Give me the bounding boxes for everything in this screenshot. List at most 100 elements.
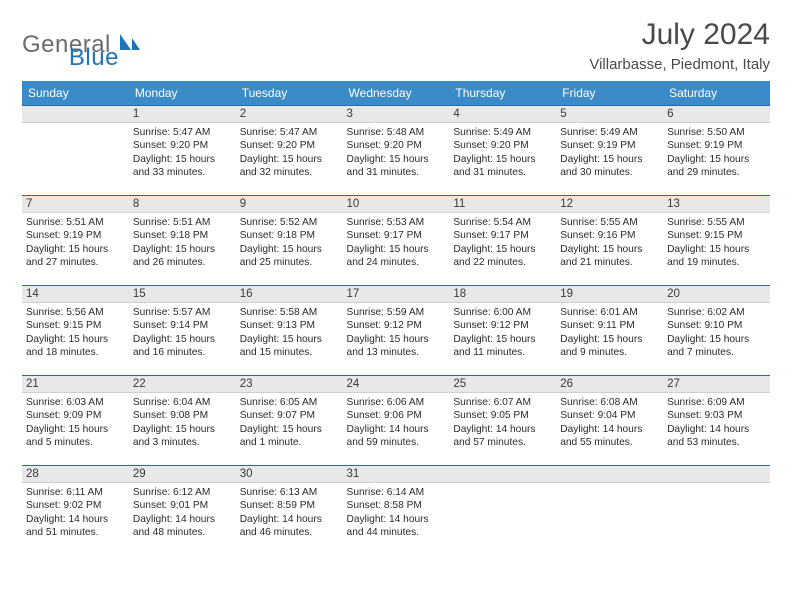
day-number: 9: [236, 195, 343, 213]
sunset-text: Sunset: 9:07 PM: [240, 409, 339, 422]
day-number: 2: [236, 105, 343, 123]
header-mon: Monday: [129, 81, 236, 105]
sunset-text: Sunset: 9:15 PM: [26, 319, 125, 332]
day-cell: 23 Sunrise: 6:05 AMSunset: 9:07 PMDayligh…: [236, 375, 343, 465]
daylight-text: Daylight: 14 hours and 55 minutes.: [560, 423, 659, 450]
daylight-text: Daylight: 15 hours and 26 minutes.: [133, 243, 232, 270]
sunset-text: Sunset: 9:06 PM: [347, 409, 446, 422]
day-cell: 27Sunrise: 6:09 AMSunset: 9:03 PMDayligh…: [663, 375, 770, 465]
day-cell: 6 Sunrise: 5:50 AMSunset: 9:19 PMDaylight…: [663, 105, 770, 195]
sunset-text: Sunset: 9:05 PM: [453, 409, 552, 422]
sunrise-text: Sunrise: 5:59 AM: [347, 306, 446, 319]
daylight-text: Daylight: 14 hours and 59 minutes.: [347, 423, 446, 450]
day-details: Sunrise: 5:53 AMSunset: 9:17 PMDaylight:…: [347, 216, 446, 270]
sunrise-text: Sunrise: 5:53 AM: [347, 216, 446, 229]
day-cell: 15 Sunrise: 5:57 AMSunset: 9:14 PMDayligh…: [129, 285, 236, 375]
day-cell: 12 Sunrise: 5:55 AMSunset: 9:16 PMDayligh…: [556, 195, 663, 285]
logo: General Blue: [22, 18, 119, 72]
sunset-text: Sunset: 9:02 PM: [26, 499, 125, 512]
day-number: 17: [343, 285, 450, 303]
daylight-text: Daylight: 15 hours and 5 minutes.: [26, 423, 125, 450]
day-cell: 9 Sunrise: 5:52 AMSunset: 9:18 PMDaylight…: [236, 195, 343, 285]
day-number: 23: [236, 375, 343, 393]
day-number: 24: [343, 375, 450, 393]
sunset-text: Sunset: 9:03 PM: [667, 409, 766, 422]
day-cell: 10Sunrise: 5:53 AMSunset: 9:17 PMDayligh…: [343, 195, 450, 285]
sunrise-text: Sunrise: 6:00 AM: [453, 306, 552, 319]
sunrise-text: Sunrise: 5:55 AM: [560, 216, 659, 229]
day-number: 4: [449, 105, 556, 123]
daylight-text: Daylight: 15 hours and 16 minutes.: [133, 333, 232, 360]
day-details: Sunrise: 5:55 AMSunset: 9:15 PMDaylight:…: [667, 216, 766, 270]
sunset-text: Sunset: 9:20 PM: [347, 139, 446, 152]
day-cell: 21Sunrise: 6:03 AMSunset: 9:09 PMDayligh…: [22, 375, 129, 465]
day-details: Sunrise: 5:47 AMSunset: 9:20 PMDaylight:…: [240, 126, 339, 180]
day-cell: 30 Sunrise: 6:13 AMSunset: 8:59 PMDayligh…: [236, 465, 343, 555]
sunset-text: Sunset: 9:14 PM: [133, 319, 232, 332]
day-cell: 7Sunrise: 5:51 AMSunset: 9:19 PMDaylight…: [22, 195, 129, 285]
logo-text-2: Blue: [69, 44, 119, 72]
daylight-text: Daylight: 15 hours and 32 minutes.: [240, 153, 339, 180]
sunrise-text: Sunrise: 6:02 AM: [667, 306, 766, 319]
day-cell: 5Sunrise: 5:49 AMSunset: 9:19 PMDaylight…: [556, 105, 663, 195]
day-details: Sunrise: 5:50 AMSunset: 9:19 PMDaylight:…: [667, 126, 766, 180]
sunrise-text: Sunrise: 5:51 AM: [133, 216, 232, 229]
day-number: 16: [236, 285, 343, 303]
day-cell: 18Sunrise: 6:00 AMSunset: 9:12 PMDayligh…: [449, 285, 556, 375]
daylight-text: Daylight: 15 hours and 7 minutes.: [667, 333, 766, 360]
day-number: 12: [556, 195, 663, 213]
sunrise-text: Sunrise: 5:55 AM: [667, 216, 766, 229]
day-details: Sunrise: 5:59 AMSunset: 9:12 PMDaylight:…: [347, 306, 446, 360]
day-number: [556, 465, 663, 483]
daylight-text: Daylight: 14 hours and 57 minutes.: [453, 423, 552, 450]
day-details: Sunrise: 5:55 AMSunset: 9:16 PMDaylight:…: [560, 216, 659, 270]
day-details: Sunrise: 5:52 AMSunset: 9:18 PMDaylight:…: [240, 216, 339, 270]
week-row: 7Sunrise: 5:51 AMSunset: 9:19 PMDaylight…: [22, 195, 770, 285]
sunset-text: Sunset: 9:10 PM: [667, 319, 766, 332]
day-number: 21: [22, 375, 129, 393]
sunrise-text: Sunrise: 6:13 AM: [240, 486, 339, 499]
header-sat: Saturday: [663, 81, 770, 105]
daylight-text: Daylight: 15 hours and 31 minutes.: [347, 153, 446, 180]
sunrise-text: Sunrise: 5:52 AM: [240, 216, 339, 229]
day-number: 6: [663, 105, 770, 123]
header: General Blue July 2024 Villarbasse, Pied…: [22, 18, 770, 73]
week-row: 1Sunrise: 5:47 AMSunset: 9:20 PMDaylight…: [22, 105, 770, 195]
day-number: 15: [129, 285, 236, 303]
daylight-text: Daylight: 15 hours and 29 minutes.: [667, 153, 766, 180]
daylight-text: Daylight: 15 hours and 30 minutes.: [560, 153, 659, 180]
day-number: 30: [236, 465, 343, 483]
day-cell: 8Sunrise: 5:51 AMSunset: 9:18 PMDaylight…: [129, 195, 236, 285]
daylight-text: Daylight: 15 hours and 1 minute.: [240, 423, 339, 450]
location: Villarbasse, Piedmont, Italy: [589, 56, 770, 73]
sunrise-text: Sunrise: 5:49 AM: [560, 126, 659, 139]
sunset-text: Sunset: 9:12 PM: [453, 319, 552, 332]
day-details: Sunrise: 6:12 AMSunset: 9:01 PMDaylight:…: [133, 486, 232, 540]
day-number: 19: [556, 285, 663, 303]
sunrise-text: Sunrise: 6:06 AM: [347, 396, 446, 409]
day-details: Sunrise: 5:56 AMSunset: 9:15 PMDaylight:…: [26, 306, 125, 360]
sunrise-text: Sunrise: 5:51 AM: [26, 216, 125, 229]
sunset-text: Sunset: 9:19 PM: [667, 139, 766, 152]
sunset-text: Sunset: 9:18 PM: [240, 229, 339, 242]
month-title: July 2024: [589, 18, 770, 52]
sunset-text: Sunset: 9:04 PM: [560, 409, 659, 422]
day-details: Sunrise: 6:06 AMSunset: 9:06 PMDaylight:…: [347, 396, 446, 450]
day-number: 7: [22, 195, 129, 213]
day-details: Sunrise: 5:49 AMSunset: 9:19 PMDaylight:…: [560, 126, 659, 180]
day-details: Sunrise: 6:05 AMSunset: 9:07 PMDaylight:…: [240, 396, 339, 450]
day-details: Sunrise: 6:00 AMSunset: 9:12 PMDaylight:…: [453, 306, 552, 360]
daylight-text: Daylight: 14 hours and 46 minutes.: [240, 513, 339, 540]
sunrise-text: Sunrise: 5:54 AM: [453, 216, 552, 229]
sunset-text: Sunset: 9:13 PM: [240, 319, 339, 332]
day-number: [22, 105, 129, 123]
day-number: [449, 465, 556, 483]
sunset-text: Sunset: 9:18 PM: [133, 229, 232, 242]
sunset-text: Sunset: 8:59 PM: [240, 499, 339, 512]
day-cell: 20Sunrise: 6:02 AMSunset: 9:10 PMDayligh…: [663, 285, 770, 375]
day-cell: 3Sunrise: 5:48 AMSunset: 9:20 PMDaylight…: [343, 105, 450, 195]
daylight-text: Daylight: 15 hours and 25 minutes.: [240, 243, 339, 270]
sunrise-text: Sunrise: 5:57 AM: [133, 306, 232, 319]
sunset-text: Sunset: 9:01 PM: [133, 499, 232, 512]
calendar-table: Sunday Monday Tuesday Wednesday Thursday…: [22, 81, 770, 555]
